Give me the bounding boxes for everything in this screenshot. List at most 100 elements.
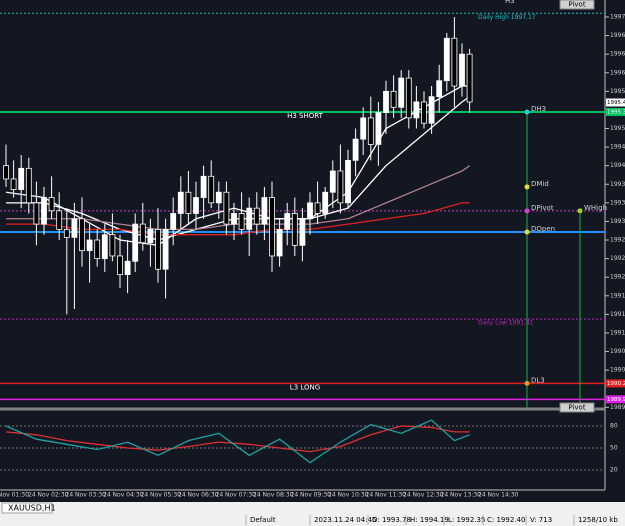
price-label: 1992.55 (610, 255, 625, 262)
candle-body (3, 165, 9, 180)
time-label: 24 Nov 08:30 (253, 492, 294, 499)
status-item: 1258/10 kb (578, 516, 618, 524)
marker-dot (524, 380, 530, 386)
price-label: 1993.95 (610, 181, 625, 188)
candle-body (208, 175, 215, 204)
status-bar (0, 514, 625, 526)
candle-body (124, 260, 131, 275)
candle-body (162, 228, 169, 270)
level-label: H3 SHORT (287, 112, 324, 120)
candle-body (269, 197, 275, 257)
candle-body (276, 228, 283, 257)
candle-body (466, 53, 473, 103)
candle-body (71, 218, 78, 238)
candle-body (193, 197, 199, 214)
candle-body (117, 255, 123, 275)
candle-body (322, 191, 329, 214)
candle-body (18, 167, 25, 190)
candle-body (215, 191, 222, 204)
osc-label: 20 (610, 466, 618, 473)
level-label: Daily Low 1991.41 (478, 320, 534, 327)
price-tag-label: 1989.90 (607, 397, 625, 403)
price-label: 1991.85 (610, 292, 625, 299)
time-label: 24 Nov 09:30 (291, 492, 332, 499)
price-tag (606, 108, 625, 117)
osc-label: 50 (610, 444, 618, 451)
status-item: H: 1994.19 (410, 516, 449, 524)
indicator-line (5, 419, 470, 464)
candle-body (185, 191, 192, 214)
marker-dot (524, 109, 530, 115)
candle-body (132, 223, 139, 262)
price-tag-label: 1995.31 (607, 110, 625, 116)
indicator-line (6, 96, 470, 241)
candle-body (261, 197, 268, 225)
pivot-button[interactable] (559, 0, 595, 10)
price-label: 1995.70 (610, 88, 625, 95)
price-label: 1995.00 (610, 125, 625, 132)
time-label: 24 Nov 07:30 (216, 492, 257, 499)
price-label: 1994.30 (610, 162, 625, 169)
time-label: 24 Nov 04:30 (103, 492, 144, 499)
candle-body (231, 213, 237, 225)
pivot-bottom-label: Pivot (568, 404, 585, 412)
price-tag-label: 1995.49 (607, 100, 625, 106)
candle-body (238, 213, 245, 230)
marker-label: DOpen (531, 225, 555, 233)
candle-body (405, 77, 412, 119)
time-label: 24 Nov 06:30 (178, 492, 219, 499)
candle-body (25, 167, 32, 204)
candle-body (139, 223, 146, 244)
osc-label: 80 (610, 423, 618, 430)
candle-body (253, 207, 260, 225)
indicator-line (6, 165, 470, 231)
marker-dot (524, 208, 530, 214)
candle-body (147, 228, 154, 244)
marker-dot (524, 229, 530, 235)
candle-body (223, 191, 230, 225)
status-item: L: 1992.35 (448, 516, 485, 524)
price-label: 1989.75 (610, 404, 625, 411)
tab[interactable] (1, 502, 53, 514)
candle-body (345, 159, 351, 204)
candle-body (413, 101, 420, 119)
candle-body (41, 197, 47, 225)
candle-body (337, 170, 344, 204)
level-label: L3 LONG (290, 383, 320, 391)
status-item: C: 1992.40 (487, 516, 525, 524)
status-item: V: 713 (530, 516, 552, 524)
price-label: 1993.25 (610, 218, 625, 225)
time-label: 24 Nov 13:30 (441, 492, 482, 499)
candle-body (390, 90, 397, 108)
candle-body (383, 90, 389, 113)
marker-label: DMid (531, 180, 549, 188)
tab-label: XAUUSD,H1 (8, 504, 56, 513)
marker-label: DPivot (531, 204, 554, 212)
candle-body (459, 53, 465, 87)
candle-body (398, 77, 405, 108)
time-label: 24 Nov 02:30 (28, 492, 69, 499)
candle-body (10, 178, 17, 190)
candle-body (94, 239, 101, 260)
candle-body (360, 117, 367, 140)
pivot-bottom-button[interactable] (559, 402, 595, 413)
price-label: 1996.05 (610, 69, 625, 76)
candle-body (101, 234, 108, 260)
marker-dot (524, 184, 530, 190)
status-item: 2023.11.24 04:45 (314, 516, 376, 524)
candle-body (443, 37, 450, 82)
level-label: Daily High 1997.17 (478, 14, 536, 21)
price-label: 1990.45 (610, 367, 625, 374)
candle-body (451, 37, 458, 87)
price-tag-label: 1990.20 (607, 381, 625, 387)
candle-body (109, 234, 116, 257)
price-label: 1992.20 (610, 274, 625, 281)
marker-label: DH3 (531, 105, 546, 113)
candle-body (177, 191, 184, 214)
candle-body (367, 117, 374, 145)
candle-body (200, 175, 207, 198)
time-label: 24 Nov 05:30 (141, 492, 182, 499)
time-label: 24 Nov 12:30 (403, 492, 444, 499)
